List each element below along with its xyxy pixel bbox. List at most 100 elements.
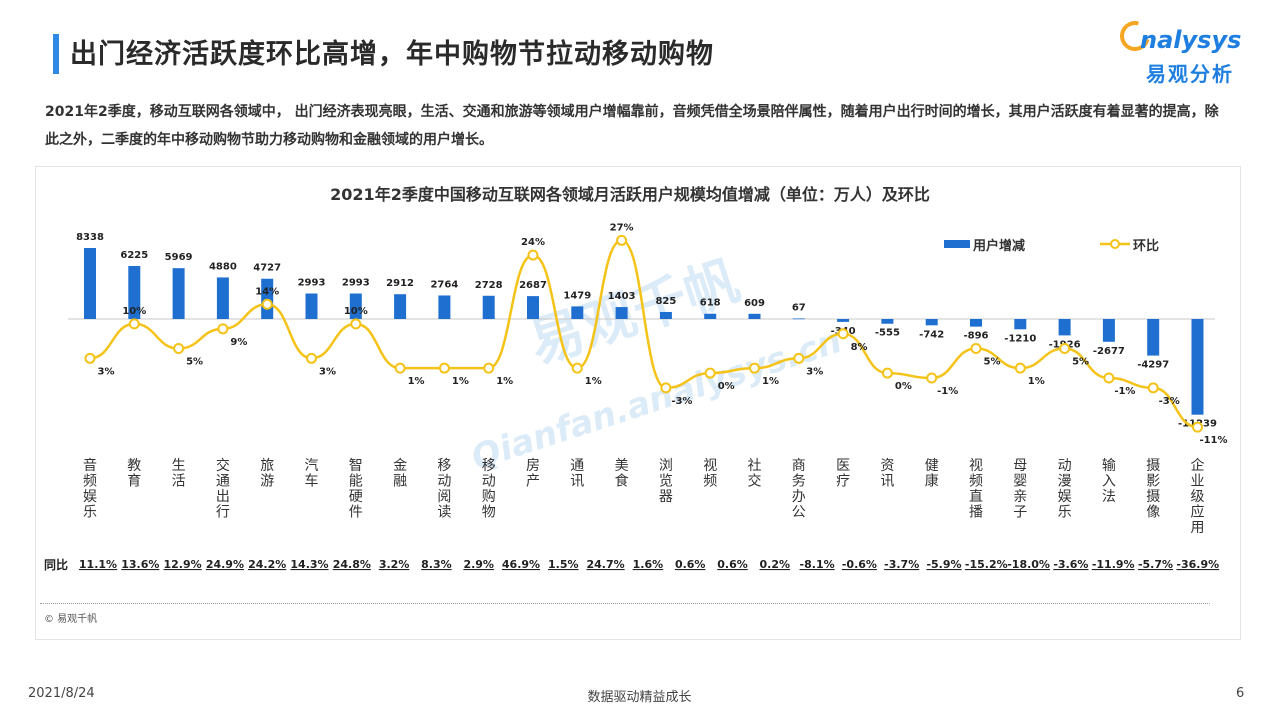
line-value-label: 24% (521, 237, 545, 248)
legend-bar-swatch (944, 240, 970, 248)
category-label: 资讯 (880, 458, 894, 490)
yoy-value: -3.7% (884, 558, 919, 571)
line-point (881, 367, 893, 379)
category-label: 浏览器 (659, 458, 673, 505)
category-label: 移动购物 (482, 458, 496, 521)
bar-value-label: -896 (963, 331, 988, 342)
line-value-label: -3% (1159, 396, 1180, 407)
bar-value-label: 67 (792, 302, 806, 313)
page-title: 出门经济活跃度环比高增，年中购物节拉动移动购物 (70, 39, 714, 70)
yoy-value: 11.1% (79, 558, 117, 571)
bar-value-label: 825 (655, 296, 676, 307)
category-label: 商务办公 (792, 458, 806, 521)
category-label: 动漫娱乐 (1058, 458, 1072, 521)
bar-value-label: 2912 (386, 278, 414, 289)
bar-value-label: 2764 (430, 279, 458, 290)
chart-panel (35, 166, 1241, 640)
yoy-value: -3.6% (1053, 558, 1088, 571)
line-value-label: 3% (319, 366, 336, 377)
line-value-label: 10% (344, 306, 368, 317)
line-point (970, 343, 982, 354)
bar-value-label: 8338 (76, 232, 104, 243)
footer-date: 2021/8/24 (28, 686, 95, 701)
yoy-value: 24.2% (248, 558, 286, 571)
bar (881, 319, 894, 324)
bar (1191, 319, 1204, 415)
bar-value-label: 4880 (209, 261, 237, 272)
bar-value-label: 609 (744, 298, 765, 309)
bar-value-label: -2677 (1093, 346, 1125, 357)
bar (216, 277, 229, 319)
yoy-value: 8.3% (421, 558, 452, 571)
yoy-value: -8.1% (800, 558, 835, 571)
category-label: 生活 (172, 458, 186, 490)
category-label: 音频娱乐 (83, 457, 97, 521)
category-label: 金融 (393, 458, 407, 490)
bar (615, 307, 628, 319)
line-point (217, 323, 229, 335)
watermark-en: Qianfan.analysys.cn (467, 321, 847, 478)
bar (482, 295, 495, 319)
line-point (394, 362, 406, 374)
category-label: 移动阅读 (437, 458, 451, 521)
line-value-label: 10% (122, 306, 146, 317)
line-point (128, 318, 140, 330)
bar (349, 293, 362, 319)
bar-value-label: 1479 (563, 290, 591, 301)
bar (925, 319, 938, 326)
line-value-label: 9% (230, 337, 247, 348)
bar-value-label: -555 (875, 328, 900, 339)
bar (659, 311, 672, 319)
yoy-divider (40, 603, 1210, 604)
yoy-value: -18.0% (1007, 558, 1050, 571)
line-point (616, 234, 628, 246)
yoy-value: 12.9% (164, 558, 202, 571)
line-point (1147, 382, 1159, 394)
line-value-label: -3% (671, 396, 692, 407)
category-label: 汽车 (305, 458, 319, 490)
line-point (1014, 362, 1026, 374)
bar-value-label: 2687 (519, 280, 547, 291)
copyright: © 易观千帆 (44, 614, 98, 625)
line-value-label: 5% (1072, 357, 1089, 368)
line-value-label: 3% (806, 366, 823, 377)
bar (438, 295, 451, 319)
bar-value-label: 5969 (165, 252, 193, 263)
line-value-label: 8% (851, 342, 868, 353)
bar (394, 294, 407, 319)
category-label: 美食 (615, 458, 629, 490)
category-label: 社交 (748, 458, 762, 490)
line-value-label: 0% (718, 381, 735, 392)
category-label: 输入法 (1102, 458, 1116, 505)
category-label: 视频直播 (969, 458, 983, 521)
title-accent-bar (53, 34, 59, 74)
legend-line-marker (1110, 239, 1120, 249)
line-point (793, 352, 805, 364)
line-point (704, 367, 716, 379)
bar-value-label: 2728 (475, 280, 503, 291)
category-label: 教育 (127, 458, 141, 490)
yoy-value: 46.9% (502, 558, 540, 571)
footer-slogan: 数据驱动精益成长 (587, 690, 692, 705)
line-point (306, 352, 317, 364)
legend-line-label: 环比 (1133, 238, 1159, 254)
line-point (837, 328, 849, 340)
yoy-value: 1.6% (633, 558, 664, 571)
yoy-value: 24.9% (206, 558, 244, 571)
yoy-value: 13.6% (121, 558, 159, 571)
line-point (527, 249, 539, 261)
line-value-label: 1% (452, 376, 469, 387)
yoy-value: 1.5% (548, 558, 579, 571)
line-point (483, 362, 495, 374)
line-value-label: 0% (895, 381, 912, 392)
category-label: 健康 (925, 458, 939, 490)
category-label: 交通出行 (216, 457, 230, 521)
legend-bar-label: 用户增减 (972, 238, 1025, 254)
line-point (261, 298, 273, 310)
yoy-value: 0.6% (717, 558, 748, 571)
bar (970, 319, 982, 327)
bar (1147, 319, 1160, 356)
line-point (749, 362, 760, 374)
line-value-label: -1% (937, 386, 958, 397)
yoy-value: -15.2% (965, 558, 1008, 571)
